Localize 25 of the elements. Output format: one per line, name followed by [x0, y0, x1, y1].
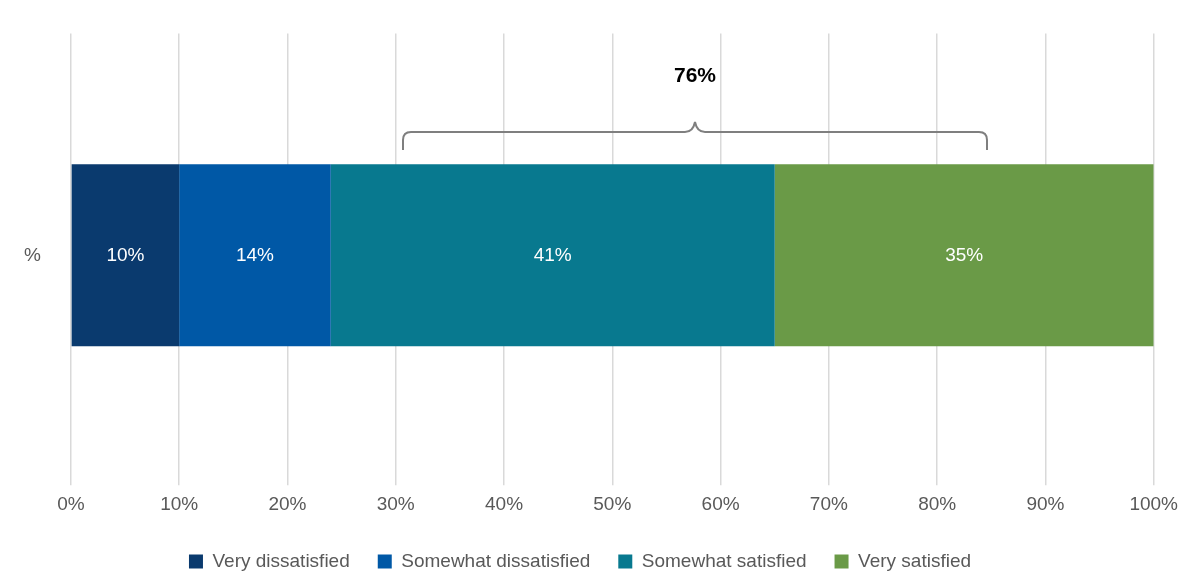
x-tick-label: 90%: [1026, 492, 1065, 514]
data-label: 14%: [235, 243, 275, 265]
x-tick-label: 20%: [268, 492, 307, 514]
legend-label: Somewhat dissatisfied: [401, 549, 591, 571]
y-tick-label: %: [23, 243, 41, 265]
x-tick-label: 40%: [485, 492, 524, 514]
bar: [774, 164, 1154, 347]
data-label: 10%: [106, 243, 145, 265]
x-tick-label: 30%: [376, 492, 415, 514]
x-tick-label: 100%: [1129, 492, 1179, 514]
x-tick-label: 10%: [160, 492, 199, 514]
x-tick-label: 0%: [57, 492, 85, 514]
legend-label: Very dissatisfied: [212, 549, 350, 571]
legend-label: Somewhat satisfied: [641, 549, 807, 571]
x-tick-label: 70%: [809, 492, 848, 514]
bar: [179, 164, 331, 347]
data-label: 35%: [945, 243, 984, 265]
bar: [71, 164, 180, 347]
legend-label: Very satisfied: [858, 549, 972, 571]
x-tick-label: 80%: [918, 492, 957, 514]
bar: [330, 164, 775, 347]
text: 76%: [673, 62, 717, 86]
x-tick-label: 60%: [701, 492, 740, 514]
x-tick-label: 50%: [593, 492, 632, 514]
data-label: 41%: [533, 243, 572, 265]
